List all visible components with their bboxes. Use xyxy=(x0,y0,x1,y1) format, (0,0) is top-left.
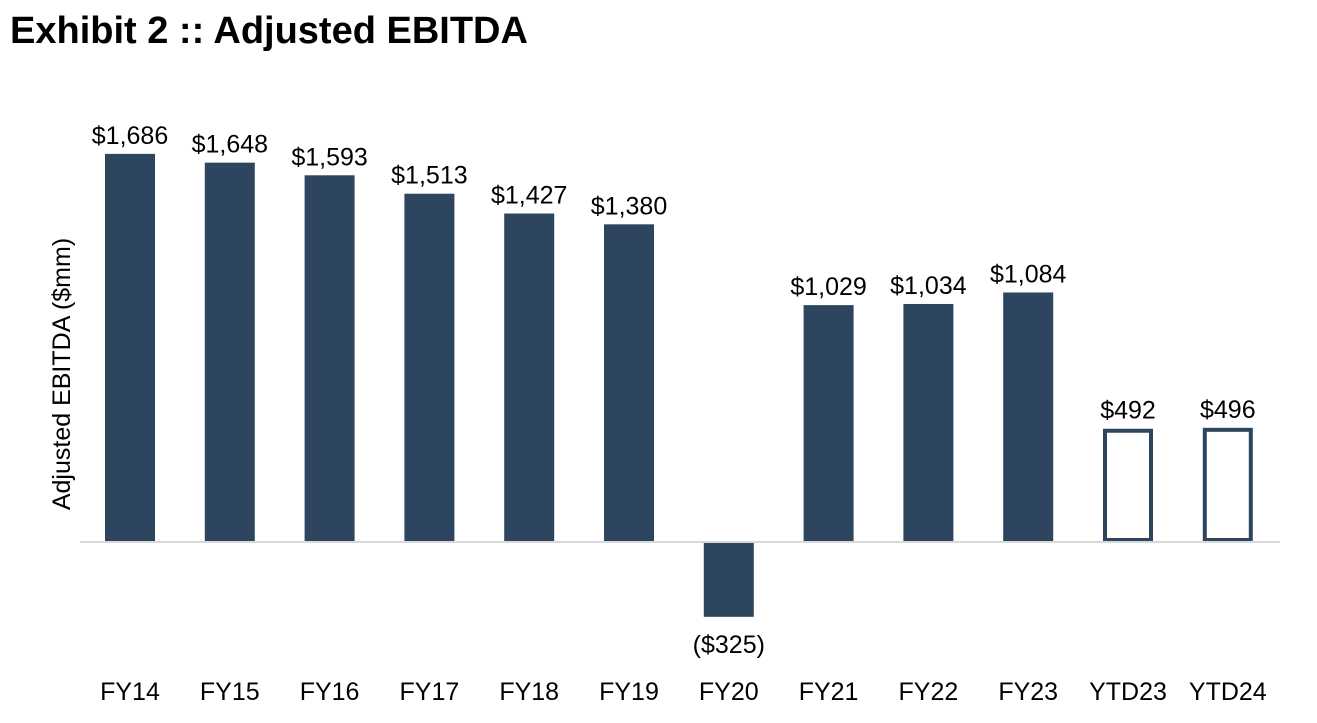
y-axis-title-group: Adjusted EBITDA ($mm) xyxy=(48,238,76,510)
category-labels-group: FY14 FY15 FY16 FY17 FY18 FY19 FY20 FY21 FY22 FY23… xyxy=(100,678,1267,706)
bar-fy16 xyxy=(304,175,355,543)
page-title: Exhibit 2 :: Adjusted EBITDA xyxy=(10,10,528,52)
category-label-ytd23: YTD23 xyxy=(1089,678,1167,706)
bars-group xyxy=(105,153,1253,617)
category-label-fy21: FY21 xyxy=(799,678,859,706)
bar-fy18 xyxy=(504,213,555,543)
data-label-fy17: $1,513 xyxy=(391,162,467,190)
bar-fy22 xyxy=(903,303,954,542)
data-label-fy18: $1,427 xyxy=(491,182,567,210)
data-label-fy21: $1,029 xyxy=(790,273,866,301)
category-label-fy23: FY23 xyxy=(998,678,1058,706)
bar-fy20 xyxy=(703,542,754,617)
bar-fy15 xyxy=(204,162,255,542)
bar-ytd23 xyxy=(1103,428,1153,543)
bar-fy14 xyxy=(105,153,155,542)
category-label-fy14: FY14 xyxy=(100,678,160,706)
data-label-fy16: $1,593 xyxy=(291,143,367,171)
category-label-fy15: FY15 xyxy=(200,678,260,706)
data-label-fy23: $1,084 xyxy=(990,260,1067,288)
y-axis-title: Adjusted EBITDA ($mm) xyxy=(48,238,76,510)
bar-fy19 xyxy=(604,224,654,542)
data-label-fy19: $1,380 xyxy=(591,192,667,220)
bar-fy21 xyxy=(803,305,854,542)
category-label-fy16: FY16 xyxy=(300,678,360,706)
category-label-fy18: FY18 xyxy=(499,678,559,706)
data-label-fy14: $1,686 xyxy=(92,122,168,150)
data-labels-group: $1,686 $1,648 $1,593 $1,513 $1,427 $1,380 ($32… xyxy=(92,122,1256,659)
data-label-ytd23: $492 xyxy=(1100,397,1156,425)
category-label-fy17: FY17 xyxy=(400,678,460,706)
data-label-fy15: $1,648 xyxy=(192,131,268,159)
category-label-fy22: FY22 xyxy=(899,678,959,706)
category-label-fy19: FY19 xyxy=(599,678,659,706)
category-label-fy20: FY20 xyxy=(699,678,759,706)
data-label-fy20: ($325) xyxy=(693,631,765,659)
bar-ytd24 xyxy=(1202,427,1253,542)
bar-fy23 xyxy=(1003,292,1054,542)
category-label-ytd24: YTD24 xyxy=(1189,678,1267,706)
bar-fy17 xyxy=(404,193,455,542)
data-label-fy22: $1,034 xyxy=(890,272,967,300)
data-label-ytd24: $496 xyxy=(1200,396,1256,424)
